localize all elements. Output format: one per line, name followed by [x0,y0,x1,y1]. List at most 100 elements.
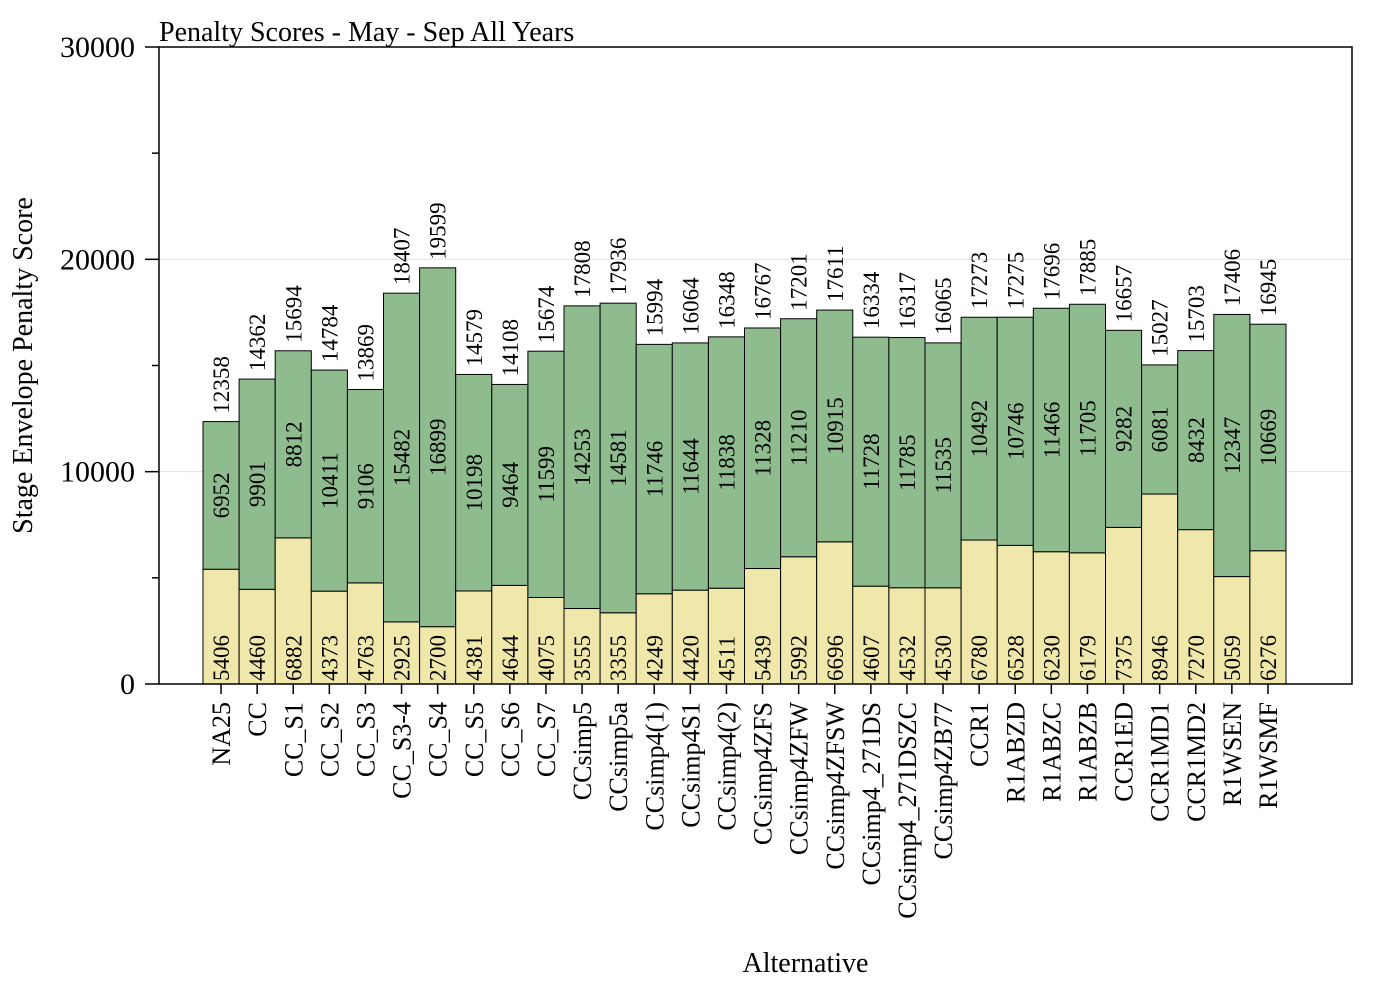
bar-lower-segment [383,621,421,685]
bar-lower-segment [744,568,782,685]
lower-value-label: 4644 [498,635,523,682]
total-value-label: 15694 [281,285,306,343]
bar-upper-segment [1249,323,1287,552]
lower-value-label: 6230 [1039,635,1064,681]
upper-value-label: 8432 [1184,417,1209,463]
x-tick-label: R1ABZC [1037,702,1066,802]
bar-upper-segment [744,327,782,570]
x-tick-label: CCsimp4(2) [712,702,741,831]
lower-value-label: 2700 [426,635,451,681]
upper-value-label: 6081 [1148,406,1173,452]
upper-value-label: 14253 [570,428,595,486]
bar-upper-segment [852,336,890,587]
y-tick-label: 30000 [60,31,135,64]
chart-title: Penalty Scores - May - Sep All Years [159,17,574,48]
total-value-label: 13869 [353,324,378,382]
x-tick-label: CCR1MD1 [1146,702,1175,822]
bar-lower-segment [780,556,818,685]
total-value-label: 17275 [1003,252,1028,310]
lower-value-label: 3555 [570,635,595,681]
bar-upper-segment [274,350,312,539]
lower-value-label: 4381 [462,635,487,681]
upper-value-label: 16899 [426,419,451,477]
upper-value-label: 11535 [931,437,956,494]
y-axis-label: Stage Envelope Penalty Score [8,197,39,534]
bar-lower-segment [599,612,637,685]
bar-upper-segment [1177,350,1215,531]
upper-value-label: 11328 [751,420,776,477]
x-tick-label: CCsimp5a [604,702,633,812]
total-value-label: 15994 [642,278,667,336]
upper-value-label: 11746 [642,441,667,498]
bar-lower-segment [563,608,601,685]
lower-value-label: 5406 [209,635,234,681]
bar-lower-segment [671,589,709,685]
x-tick-label: CCR1MD2 [1182,702,1211,822]
total-value-label: 15703 [1184,285,1209,343]
bar-upper-segment [527,350,565,598]
total-value-label: 17273 [967,252,992,310]
lower-value-label: 4420 [678,635,703,681]
x-tick-label: R1WSEN [1218,702,1247,806]
y-axis: 0 10000 20000 30000 [60,31,159,701]
bar-upper-segment [816,309,854,543]
x-tick-label: CCsimp4ZB77 [929,702,958,859]
total-value-label: 17885 [1075,239,1100,297]
upper-value-label: 9106 [353,463,378,509]
bar-lower-segment [1141,493,1179,685]
upper-value-label: 11599 [534,446,559,503]
bar-lower-segment [924,587,962,685]
total-value-label: 14784 [317,304,342,362]
upper-value-label: 10669 [1256,409,1281,467]
x-tick-label: CCsimp4(1) [640,702,669,831]
total-value-label: 16348 [714,271,739,329]
total-value-label: 17201 [787,253,812,311]
x-tick-label: CC [243,702,272,737]
x-tick-label: CC_S1 [279,702,308,777]
x-tick-label: CC_S3-4 [388,702,417,799]
total-value-label: 17808 [570,240,595,298]
bar-upper-segment [202,421,240,570]
bar-upper-segment [707,336,746,589]
lower-value-label: 5439 [751,635,776,681]
lower-value-label: 6696 [823,635,848,681]
upper-value-label: 10411 [317,452,342,509]
lower-value-label: 4763 [353,635,378,681]
upper-value-label: 10915 [823,397,848,455]
total-value-label: 18407 [390,228,415,286]
lower-value-label: 2925 [390,635,415,681]
total-value-label: 15674 [534,285,559,343]
total-value-label: 16657 [1112,265,1137,323]
total-value-label: 17406 [1220,249,1245,307]
upper-value-label: 14581 [606,429,631,487]
total-value-label: 16767 [751,262,776,320]
lower-value-label: 4075 [534,635,559,681]
x-tick-label: CC_S5 [460,702,489,777]
upper-value-label: 9282 [1112,406,1137,452]
bar-lower-segment [491,584,529,685]
x-tick-label: CC_S7 [532,702,561,777]
x-tick-label: CC_S4 [424,702,453,777]
x-tick-label: CC_S6 [496,702,525,777]
upper-value-label: 8812 [281,421,306,467]
x-tick-label: R1ABZB [1073,702,1102,802]
lower-value-label: 4511 [714,636,739,681]
upper-value-label: 11838 [714,434,739,491]
bar-upper-segment [1213,313,1251,578]
lower-value-label: 6780 [967,635,992,681]
x-tick-label: CCsimp4S1 [676,702,705,828]
upper-value-label: 11210 [787,409,812,466]
bar-upper-segment [599,302,637,614]
total-value-label: 19599 [426,202,451,260]
bar-upper-segment [1068,303,1107,554]
upper-value-label: 9901 [245,461,270,507]
x-tick-label: CCR1ED [1110,702,1139,802]
upper-value-label: 6952 [209,472,234,518]
lower-value-label: 4373 [317,635,342,681]
x-tick-labels: NA25 CC CC_S1 CC_S2 CC_S3 CC_S3-4 CC_S4 CC_S5 CC… [207,684,1283,919]
total-value-label: 14362 [245,314,270,372]
total-value-label: 15027 [1148,299,1173,357]
lower-value-label: 6528 [1003,635,1028,681]
lower-value-label: 5992 [787,635,812,681]
